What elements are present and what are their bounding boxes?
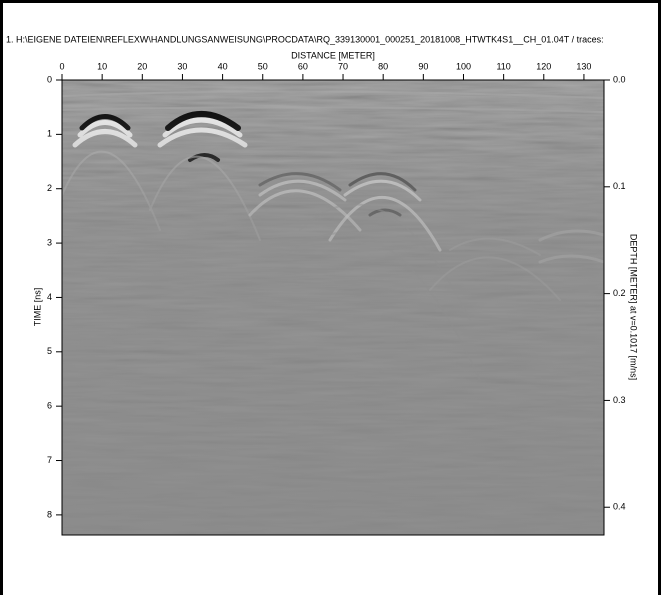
- y-tick-label: 2: [47, 183, 52, 193]
- y2-axis-label: DEPTH [METER] at v=0.1017 [m/ns]: [629, 234, 639, 380]
- y-tick-label: 4: [47, 292, 52, 302]
- y2-tick-label: 0.3: [613, 395, 626, 405]
- plot-border: [61, 79, 605, 536]
- x-axis-label: DISTANCE [METER]: [291, 50, 375, 60]
- y-tick-label: 8: [47, 509, 52, 519]
- x-tick-label: 120: [536, 61, 551, 71]
- y2-tick-label: 0.1: [613, 181, 626, 191]
- x-tick-label: 80: [378, 61, 388, 71]
- x-tick-label: 90: [418, 61, 428, 71]
- x-tick-label: 10: [97, 61, 107, 71]
- y-tick-label: 5: [47, 346, 52, 356]
- x-tick-label: 0: [59, 61, 64, 71]
- y2-tick-label: 0.4: [613, 502, 626, 512]
- radargram-image: [62, 80, 604, 535]
- y2-tick-label: 0.2: [613, 288, 626, 298]
- y-tick-label: 7: [47, 455, 52, 465]
- x-tick-label: 20: [137, 61, 147, 71]
- x-tick-label: 50: [258, 61, 268, 71]
- x-tick-label: 60: [298, 61, 308, 71]
- y2-tick-label: 0.0: [613, 74, 626, 84]
- x-tick-label: 40: [218, 61, 228, 71]
- y-axis-label: TIME [ns]: [32, 288, 42, 327]
- x-tick-label: 30: [177, 61, 187, 71]
- y-tick-label: 1: [47, 129, 52, 139]
- x-tick-label: 110: [496, 61, 510, 71]
- x-tick-label: 70: [338, 61, 348, 71]
- y-tick-label: 0: [47, 74, 52, 84]
- window-title: 1. H:\EIGENE DATEIEN\REFLEXW\HANDLUNGSAN…: [6, 34, 604, 44]
- x-tick-label: 100: [456, 61, 471, 71]
- y-tick-label: 3: [47, 237, 52, 247]
- y-tick-label: 6: [47, 401, 52, 411]
- x-tick-label: 130: [576, 61, 591, 71]
